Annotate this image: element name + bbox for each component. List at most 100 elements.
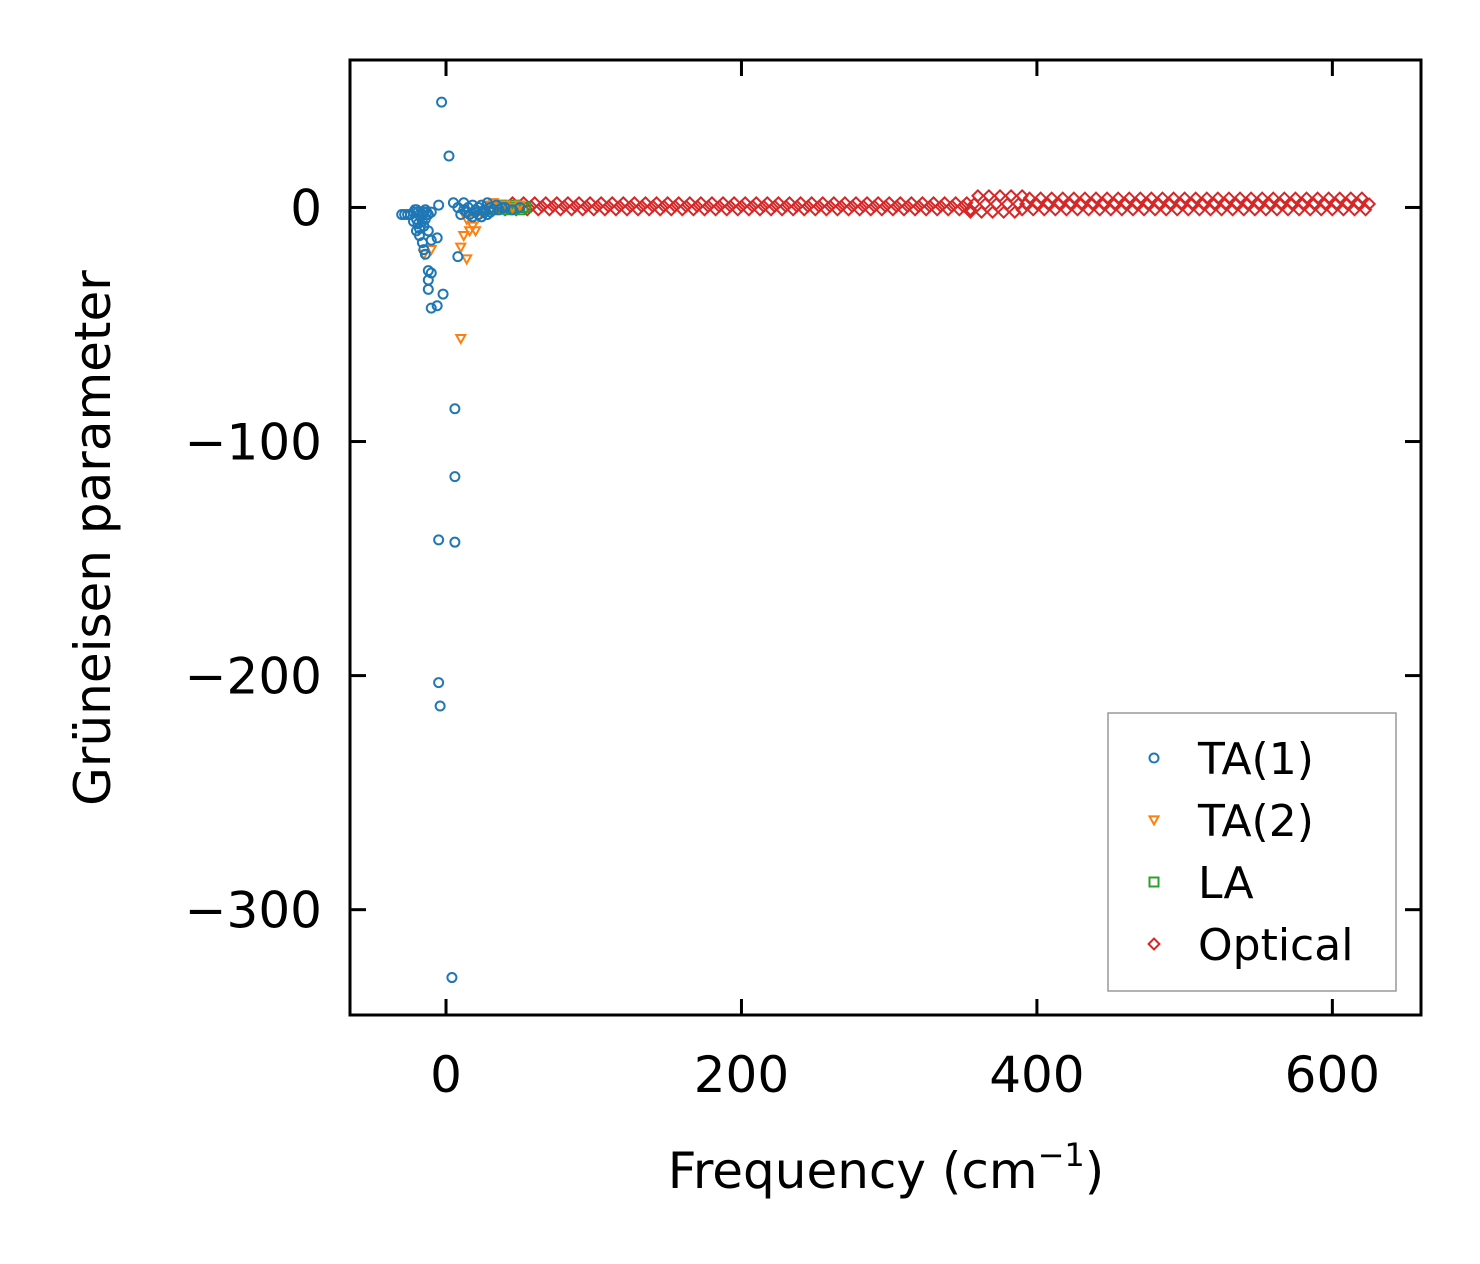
data-point <box>867 199 882 214</box>
data-point <box>431 232 443 244</box>
data-point <box>852 202 867 217</box>
data-point <box>756 199 771 214</box>
series-ta-1- <box>396 96 526 984</box>
axis-ticks <box>350 60 1421 1015</box>
data-point <box>642 202 656 217</box>
data-point <box>723 199 738 214</box>
data-point <box>419 248 431 260</box>
data-point <box>484 206 496 218</box>
data-point <box>982 188 996 203</box>
data-point <box>433 534 445 546</box>
data-point <box>418 244 430 256</box>
data-point <box>874 202 889 217</box>
series-optical <box>498 188 1377 219</box>
legend-marker <box>1148 876 1160 888</box>
data-point <box>1355 191 1369 205</box>
data-point <box>738 195 752 210</box>
data-point <box>911 199 926 214</box>
data-point <box>878 199 893 214</box>
data-point <box>1266 191 1281 205</box>
data-point <box>686 202 701 217</box>
data-point <box>546 199 560 214</box>
data-point <box>812 199 826 214</box>
data-point <box>557 199 572 214</box>
data-point <box>767 199 782 214</box>
data-point <box>1199 191 1214 205</box>
plot-frame <box>348 58 1423 1017</box>
x-tick-label: 0 <box>430 1046 462 1104</box>
data-point <box>638 195 653 210</box>
data-point <box>1144 191 1159 205</box>
data-point <box>634 199 649 214</box>
data-point <box>941 202 956 217</box>
data-point <box>708 202 723 217</box>
data-point <box>1222 191 1236 205</box>
y-tick-label: 0 <box>290 179 322 237</box>
data-point <box>945 199 959 214</box>
data-point <box>860 195 874 210</box>
x-axis-label: Frequency (cm−1) <box>668 1136 1105 1200</box>
data-point <box>834 199 848 214</box>
data-point <box>408 216 420 228</box>
data-point <box>904 195 919 210</box>
data-point <box>716 195 730 210</box>
data-point <box>915 195 930 210</box>
data-point <box>671 195 686 210</box>
data-point <box>1004 188 1018 203</box>
y-axis-label: Grüneisen parameter <box>64 270 122 806</box>
y-tick-label: −200 <box>185 648 322 706</box>
data-point <box>627 195 642 210</box>
data-point <box>1233 191 1247 205</box>
data-point <box>616 195 631 210</box>
data-point <box>1022 191 1037 205</box>
data-point <box>682 195 697 210</box>
data-point <box>742 202 756 217</box>
data-point <box>815 195 830 210</box>
data-point <box>801 199 815 214</box>
data-point <box>449 536 461 548</box>
data-point <box>719 202 734 217</box>
data-point <box>422 225 434 237</box>
data-point <box>923 199 937 214</box>
data-point <box>1310 191 1325 205</box>
y-tick-label: −100 <box>185 414 322 472</box>
data-point <box>845 199 860 214</box>
data-point <box>919 202 933 217</box>
data-point <box>797 202 812 217</box>
data-point <box>601 199 616 214</box>
data-point <box>531 202 546 217</box>
data-point <box>609 202 623 217</box>
data-point <box>804 195 819 210</box>
data-point <box>893 195 908 210</box>
data-point <box>449 403 461 415</box>
data-point <box>930 202 945 217</box>
data-point <box>882 195 897 210</box>
data-point <box>564 202 579 217</box>
data-point <box>697 202 712 217</box>
data-point <box>1244 191 1258 205</box>
data-point <box>838 195 852 210</box>
data-point <box>771 195 786 210</box>
legend-marker <box>1147 937 1161 951</box>
data-point <box>1211 191 1225 205</box>
data-point <box>431 300 443 312</box>
data-point <box>478 206 490 218</box>
data-point <box>1188 191 1203 205</box>
data-point <box>433 677 445 689</box>
data-point <box>433 199 445 211</box>
data-point <box>535 199 549 214</box>
data-point <box>826 195 841 210</box>
data-point <box>790 199 804 214</box>
data-point <box>1111 191 1125 205</box>
data-point <box>849 195 863 210</box>
data-point <box>808 202 823 217</box>
data-point <box>425 206 437 218</box>
data-point <box>926 195 941 210</box>
data-point <box>457 230 470 243</box>
data-point <box>583 195 597 210</box>
data-point <box>572 195 586 210</box>
data-point <box>1177 191 1192 205</box>
data-point <box>553 202 568 217</box>
data-point <box>745 199 760 214</box>
